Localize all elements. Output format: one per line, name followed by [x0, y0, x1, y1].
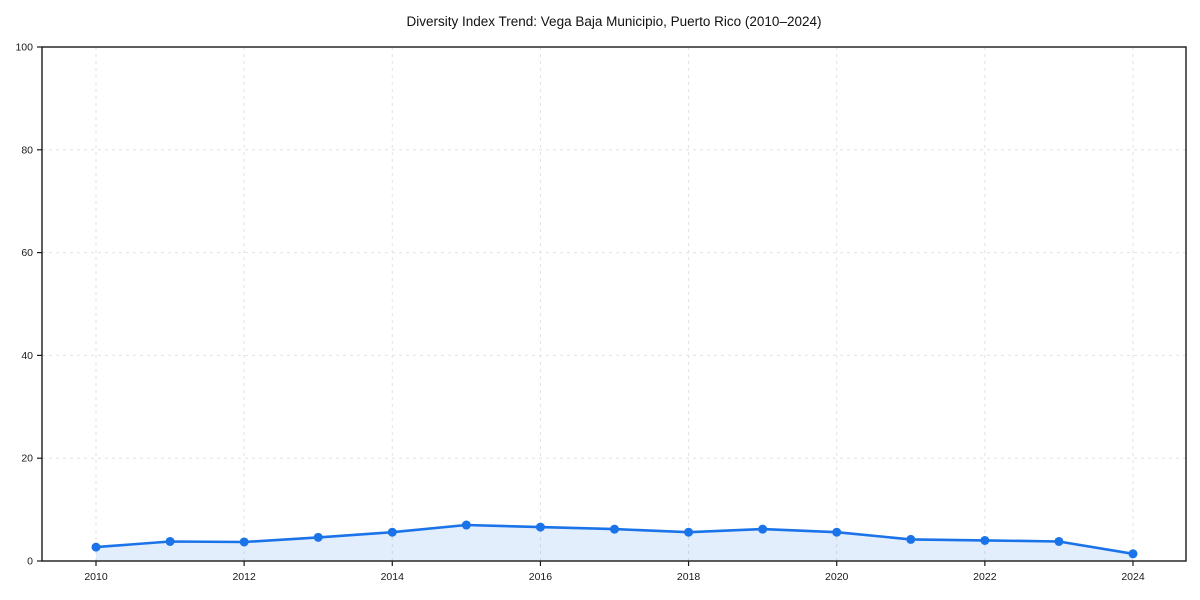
x-tick-label: 2022	[973, 571, 997, 583]
data-point-2012	[239, 537, 249, 547]
data-point-2022	[980, 535, 990, 545]
x-tick-label: 2020	[825, 571, 849, 583]
data-point-2011	[165, 536, 175, 546]
y-tick-label: 100	[15, 42, 33, 54]
x-tick-label: 2014	[381, 571, 405, 583]
x-tick-label: 2010	[84, 571, 108, 583]
area-fill	[96, 525, 1133, 561]
data-point-2024	[1128, 549, 1138, 559]
data-point-2017	[610, 524, 619, 534]
x-tick-label: 2018	[677, 571, 701, 583]
x-tick-label: 2012	[232, 571, 256, 583]
y-tick-label: 20	[21, 453, 33, 465]
data-point-2021	[906, 534, 916, 544]
plot-border	[41, 46, 1187, 562]
data-point-2020	[832, 527, 842, 537]
x-tick-label: 2024	[1121, 571, 1145, 583]
y-tick-label: 40	[21, 350, 33, 362]
y-tick-label: 60	[21, 247, 33, 259]
y-tick-label: 80	[21, 144, 33, 156]
data-point-2015	[461, 520, 471, 530]
y-tick-label: 0	[27, 556, 33, 568]
data-point-2018	[684, 527, 694, 537]
chart-title: Diversity Index Trend: Vega Baja Municip…	[406, 14, 822, 29]
data-point-2016	[535, 522, 545, 532]
data-point-2019	[758, 524, 768, 534]
data-point-2014	[387, 527, 397, 537]
data-point-2013	[313, 532, 323, 542]
x-tick-label: 2016	[529, 571, 553, 583]
data-point-2010	[91, 542, 101, 552]
data-point-2023	[1054, 536, 1064, 546]
